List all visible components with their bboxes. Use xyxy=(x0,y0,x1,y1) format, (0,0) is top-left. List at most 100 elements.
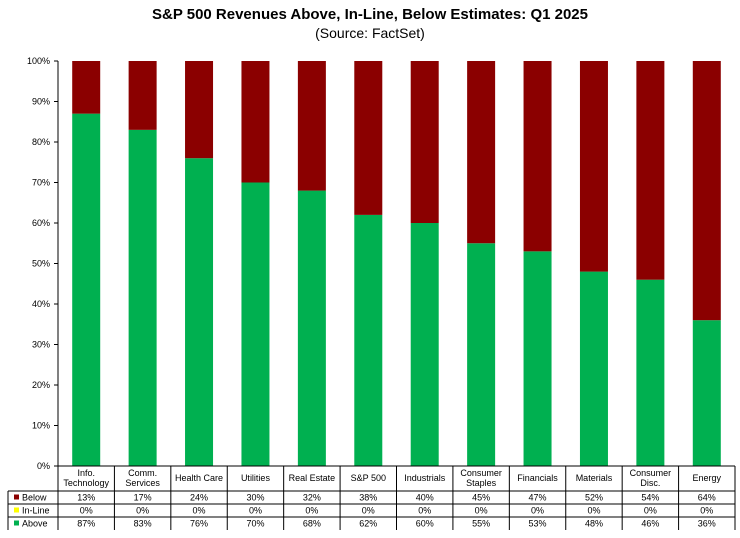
data-label-in-line: 0% xyxy=(80,506,93,516)
data-label-below: 38% xyxy=(359,493,377,503)
data-label-above: 46% xyxy=(641,519,659,529)
data-label-in-line: 0% xyxy=(193,506,206,516)
bar-below-segment xyxy=(72,61,101,114)
x-category-label: Disc. xyxy=(640,478,660,488)
data-label-below: 40% xyxy=(416,493,434,503)
bar-below-segment xyxy=(128,61,157,130)
y-tick-label: 80% xyxy=(32,137,50,147)
data-label-below: 30% xyxy=(246,493,264,503)
data-label-in-line: 0% xyxy=(418,506,431,516)
data-label-in-line: 0% xyxy=(136,506,149,516)
data-label-in-line: 0% xyxy=(362,506,375,516)
bar-above-segment xyxy=(579,271,608,466)
bar-below-segment xyxy=(410,61,439,223)
bar-above-segment xyxy=(297,190,326,466)
y-tick-label: 50% xyxy=(32,259,50,269)
legend-swatch-in-line xyxy=(14,507,19,513)
bar-above-segment xyxy=(636,279,665,466)
y-tick-label: 90% xyxy=(32,97,50,107)
x-category-label: Utilities xyxy=(241,473,271,483)
data-label-below: 13% xyxy=(77,493,95,503)
legend-label-in-line: In-Line xyxy=(22,506,50,516)
bar-above-segment xyxy=(128,129,157,466)
x-category-label: Info. xyxy=(77,468,95,478)
data-label-above: 36% xyxy=(698,519,716,529)
y-axis-tick-labels: 0% 10% 20% 30% 40% 50% 60% 70% 80% 90% 100% xyxy=(27,56,58,471)
data-label-in-line: 0% xyxy=(305,506,318,516)
data-label-above: 62% xyxy=(359,519,377,529)
axes xyxy=(57,61,735,467)
bar-below-segment xyxy=(523,61,552,252)
data-label-above: 48% xyxy=(585,519,603,529)
legend-swatch-above xyxy=(14,520,19,526)
x-category-label: S&P 500 xyxy=(351,473,386,483)
x-category-label: Health Care xyxy=(175,473,223,483)
data-label-above: 60% xyxy=(416,519,434,529)
data-label-above: 87% xyxy=(77,519,95,529)
data-label-below: 17% xyxy=(134,493,152,503)
y-tick-label: 10% xyxy=(32,421,50,431)
data-label-in-line: 0% xyxy=(700,506,713,516)
bar-below-segment xyxy=(241,61,270,183)
data-label-below: 32% xyxy=(303,493,321,503)
chart-title: S&P 500 Revenues Above, In-Line, Below E… xyxy=(151,6,588,23)
y-tick-label: 100% xyxy=(27,56,50,66)
x-category-label: Staples xyxy=(466,478,497,488)
x-category-label: Services xyxy=(125,478,160,488)
bar-above-segment xyxy=(354,214,383,466)
data-label-in-line: 0% xyxy=(644,506,657,516)
data-label-below: 47% xyxy=(529,493,547,503)
data-table: Info.Technology Comm.Services Health Care U… xyxy=(7,466,736,530)
data-label-above: 76% xyxy=(190,519,208,529)
data-label-in-line: 0% xyxy=(249,506,262,516)
data-label-in-line: 0% xyxy=(531,506,544,516)
x-category-label: Consumer xyxy=(460,468,502,478)
x-category-label: Industrials xyxy=(404,473,446,483)
data-label-above: 55% xyxy=(472,519,490,529)
data-label-in-line: 0% xyxy=(587,506,600,516)
bar-above-segment xyxy=(523,251,552,466)
bar-below-segment xyxy=(354,61,383,215)
chart-subtitle: (Source: FactSet) xyxy=(315,25,425,41)
x-category-label: Financials xyxy=(517,473,558,483)
legend-label-below: Below xyxy=(22,493,47,503)
y-tick-label: 20% xyxy=(32,380,50,390)
bars xyxy=(72,61,721,467)
x-category-label: Comm. xyxy=(128,468,157,478)
data-label-below: 52% xyxy=(585,493,603,503)
bar-above-segment xyxy=(72,113,101,467)
y-tick-label: 70% xyxy=(32,178,50,188)
bar-above-segment xyxy=(241,182,270,466)
bar-below-segment xyxy=(636,61,665,280)
x-category-label: Consumer xyxy=(630,468,672,478)
y-tick-label: 0% xyxy=(37,461,50,471)
data-label-below: 45% xyxy=(472,493,490,503)
data-label-above: 68% xyxy=(303,519,321,529)
x-category-label: Real Estate xyxy=(289,473,336,483)
bar-above-segment xyxy=(467,243,496,466)
data-label-above: 70% xyxy=(246,519,264,529)
bar-below-segment xyxy=(185,61,214,159)
data-label-above: 53% xyxy=(529,519,547,529)
y-tick-label: 40% xyxy=(32,299,50,309)
bar-below-segment xyxy=(297,61,326,191)
bar-below-segment xyxy=(579,61,608,272)
legend-label-above: Above xyxy=(22,519,48,529)
data-label-above: 83% xyxy=(134,519,152,529)
data-label-below: 64% xyxy=(698,493,716,503)
data-label-in-line: 0% xyxy=(475,506,488,516)
bar-below-segment xyxy=(692,61,721,321)
data-label-below: 54% xyxy=(641,493,659,503)
legend-swatch-below xyxy=(14,494,19,500)
bar-above-segment xyxy=(410,223,439,466)
data-label-below: 24% xyxy=(190,493,208,503)
x-category-label: Energy xyxy=(693,473,722,483)
y-tick-label: 30% xyxy=(32,340,50,350)
y-tick-label: 60% xyxy=(32,218,50,228)
bar-below-segment xyxy=(467,61,496,244)
bar-above-segment xyxy=(692,320,721,466)
x-category-label: Technology xyxy=(63,478,109,488)
x-category-label: Materials xyxy=(576,473,613,483)
bar-above-segment xyxy=(185,158,214,466)
